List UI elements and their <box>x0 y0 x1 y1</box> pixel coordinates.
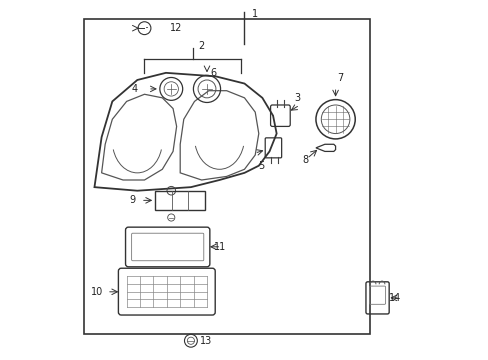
Text: 1: 1 <box>251 9 257 19</box>
Text: 2: 2 <box>198 41 204 51</box>
Text: 6: 6 <box>210 68 216 78</box>
Text: 11: 11 <box>214 242 226 252</box>
Text: 3: 3 <box>294 93 300 103</box>
Text: 8: 8 <box>302 156 307 165</box>
Text: 9: 9 <box>129 195 135 205</box>
Text: 10: 10 <box>91 287 103 297</box>
FancyBboxPatch shape <box>83 19 369 334</box>
Text: 5: 5 <box>257 161 264 171</box>
Text: 7: 7 <box>337 73 343 83</box>
Text: 4: 4 <box>131 84 137 94</box>
Text: 13: 13 <box>200 336 212 346</box>
Text: 12: 12 <box>169 23 182 33</box>
Text: 14: 14 <box>387 293 400 303</box>
